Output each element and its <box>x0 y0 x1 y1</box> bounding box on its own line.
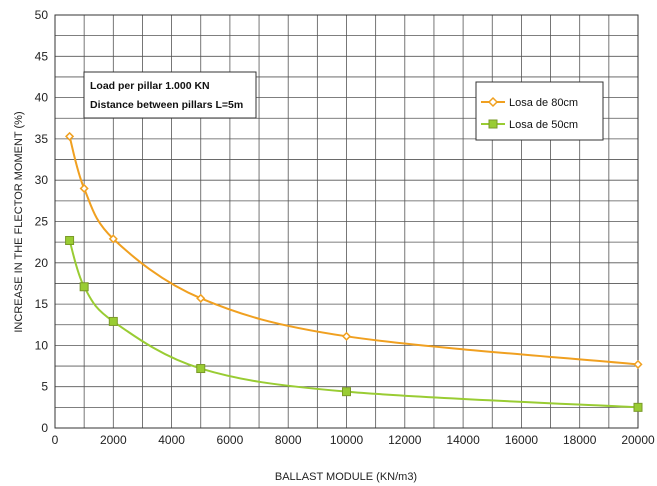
x-tick-label: 8000 <box>275 433 302 447</box>
data-point-losa-50 <box>65 235 75 245</box>
x-axis-title: BALLAST MODULE (KN/m3) <box>275 471 417 483</box>
y-tick-label: 10 <box>35 338 49 352</box>
y-tick-label: 5 <box>41 380 48 394</box>
data-point-losa-80 <box>196 293 206 303</box>
data-point-losa-50 <box>342 387 351 397</box>
series <box>65 131 643 412</box>
y-tick-label: 35 <box>35 132 49 146</box>
x-tick-label: 4000 <box>158 433 185 447</box>
x-tick-label: 14000 <box>446 433 480 447</box>
y-tick-label: 25 <box>35 215 49 229</box>
data-point-losa-50 <box>108 316 118 326</box>
y-tick-label: 15 <box>35 297 49 311</box>
y-tick-label: 30 <box>35 173 49 187</box>
legend-frame <box>475 81 604 141</box>
y-tick-label: 40 <box>35 91 49 105</box>
y-tick-label: 20 <box>35 256 49 270</box>
data-point-losa-80 <box>79 183 89 194</box>
x-tick-label: 6000 <box>217 433 244 447</box>
x-tick-label: 18000 <box>563 433 597 447</box>
x-tick-label: 20000 <box>621 433 655 447</box>
y-tick-label: 50 <box>35 8 49 22</box>
data-point-losa-80 <box>108 234 118 244</box>
annotation-box: Load per pillar 1.000 KN Distance betwee… <box>83 71 257 119</box>
x-tick-label: 0 <box>52 433 59 447</box>
data-point-losa-80 <box>633 359 643 369</box>
legend-marker-losa-80 <box>487 96 499 108</box>
y-axis-title: INCREASE IN THE FLECTOR MOMENT (%) <box>13 111 25 332</box>
annotation-line-2: Distance between pillars L=5m <box>90 99 243 111</box>
x-tick-label: 16000 <box>505 433 539 447</box>
plot-area-frame <box>54 14 639 429</box>
data-point-losa-50 <box>633 402 643 412</box>
x-tick-label: 10000 <box>330 433 364 447</box>
legend-marker-losa-50 <box>488 119 498 129</box>
y-tick-label: 45 <box>35 49 49 63</box>
annotation-frame <box>83 71 257 119</box>
data-point-losa-50 <box>79 282 89 292</box>
y-tick-label: 0 <box>41 421 48 435</box>
data-point-losa-50 <box>196 364 206 374</box>
data-point-losa-80 <box>65 131 75 141</box>
legend-label-losa-50: Losa de 50cm <box>509 119 578 131</box>
x-tick-label: 12000 <box>388 433 422 447</box>
tick-labels: 0 2000 4000 6000 8000 10000 12000 14000 16000 180… <box>35 8 655 447</box>
data-point-losa-80 <box>341 331 352 341</box>
x-tick-label: 2000 <box>100 433 127 447</box>
legend: Losa de 80cm Losa de 50cm <box>475 81 604 141</box>
legend-label-losa-80: Losa de 80cm <box>509 97 578 109</box>
annotation-line-1: Load per pillar 1.000 KN <box>90 80 210 92</box>
